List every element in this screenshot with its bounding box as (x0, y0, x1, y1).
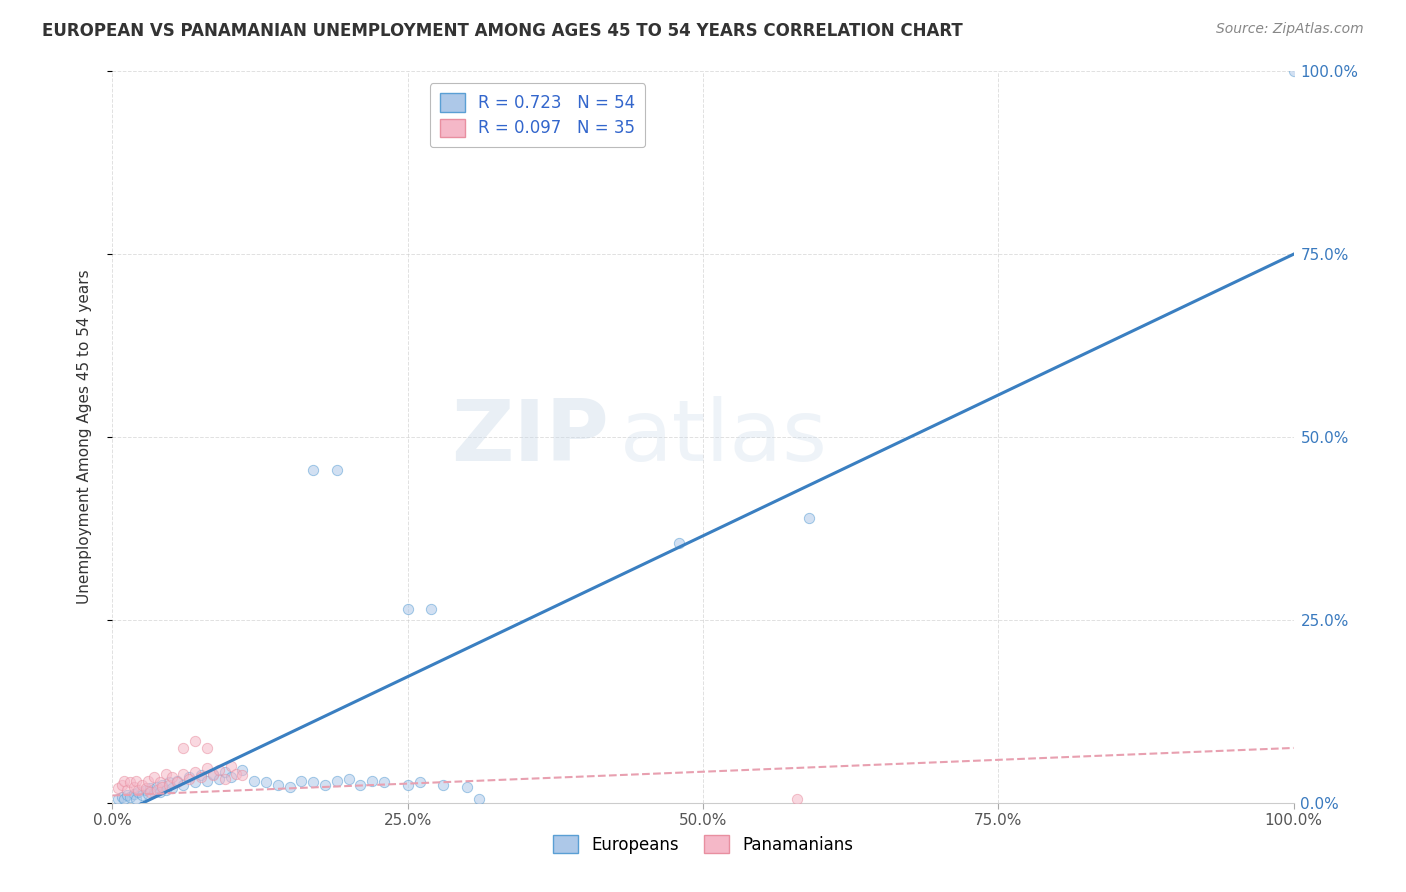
Point (127, 785, 149, 799)
Point (112, 792, 135, 806)
Point (125, 773, 148, 788)
Point (467, 792, 489, 806)
Point (219, 770, 242, 784)
Point (373, 775, 395, 789)
Text: ZIP: ZIP (451, 395, 609, 479)
Legend: Europeans, Panamanians: Europeans, Panamanians (546, 829, 860, 860)
Point (122, 780, 145, 794)
Point (243, 773, 266, 788)
Point (122, 787, 145, 801)
Point (668, 536, 690, 550)
Point (127, 782, 149, 797)
Point (337, 772, 360, 787)
Point (179, 770, 201, 784)
Point (302, 775, 325, 789)
Point (208, 772, 231, 787)
Text: EUROPEAN VS PANAMANIAN UNEMPLOYMENT AMONG AGES 45 TO 54 YEARS CORRELATION CHART: EUROPEAN VS PANAMANIAN UNEMPLOYMENT AMON… (42, 22, 963, 40)
Point (160, 781, 183, 796)
Point (120, 775, 142, 789)
Point (786, 792, 808, 806)
Point (155, 766, 177, 780)
Point (131, 789, 153, 803)
Point (107, 781, 129, 796)
Point (172, 766, 194, 780)
Point (190, 768, 212, 782)
Text: atlas: atlas (620, 395, 828, 479)
Point (142, 770, 165, 784)
Point (184, 733, 207, 747)
Point (214, 765, 236, 780)
Point (131, 778, 153, 792)
Point (139, 781, 162, 796)
Point (136, 773, 159, 788)
Point (361, 773, 384, 788)
Point (396, 778, 419, 792)
Point (120, 789, 142, 804)
Point (139, 785, 162, 799)
Text: Source: ZipAtlas.com: Source: ZipAtlas.com (1216, 22, 1364, 37)
Point (157, 775, 180, 789)
Point (172, 740, 194, 755)
Point (225, 766, 247, 780)
Point (155, 782, 177, 797)
Point (157, 778, 180, 792)
Point (135, 781, 157, 796)
Point (201, 768, 224, 782)
Point (349, 778, 371, 792)
Point (112, 773, 135, 788)
Point (208, 763, 231, 777)
Point (799, 510, 821, 524)
Point (231, 768, 253, 782)
Point (254, 775, 277, 789)
Point (314, 778, 336, 792)
Point (184, 775, 207, 789)
Point (166, 773, 188, 788)
Point (326, 773, 349, 788)
Point (184, 765, 207, 780)
Point (267, 778, 290, 792)
Point (201, 766, 224, 780)
Point (195, 761, 218, 775)
Point (107, 792, 129, 806)
Point (214, 772, 236, 787)
Point (1282, 64, 1305, 78)
Point (195, 773, 218, 788)
Point (150, 780, 173, 794)
Point (136, 787, 159, 801)
Point (179, 772, 201, 787)
Point (146, 780, 169, 794)
Point (166, 775, 188, 789)
Point (432, 778, 454, 792)
Point (115, 789, 138, 803)
Point (150, 778, 173, 792)
Point (125, 792, 148, 806)
Point (278, 780, 301, 794)
Point (408, 775, 430, 789)
Point (111, 789, 134, 804)
Point (290, 773, 312, 788)
Point (111, 778, 134, 792)
Point (456, 780, 478, 794)
Point (302, 463, 325, 477)
Point (219, 759, 242, 773)
Point (149, 775, 172, 789)
Point (326, 463, 349, 477)
Y-axis label: Unemployment Among Ages 45 to 54 years: Unemployment Among Ages 45 to 54 years (77, 269, 91, 605)
Point (115, 782, 138, 797)
Point (160, 770, 183, 784)
Point (146, 782, 169, 797)
Point (142, 785, 165, 799)
Point (420, 602, 443, 616)
Point (135, 782, 157, 797)
Point (195, 740, 218, 755)
Point (149, 785, 172, 799)
Point (396, 602, 419, 616)
Point (190, 770, 212, 784)
Point (231, 763, 253, 777)
Point (172, 778, 194, 792)
